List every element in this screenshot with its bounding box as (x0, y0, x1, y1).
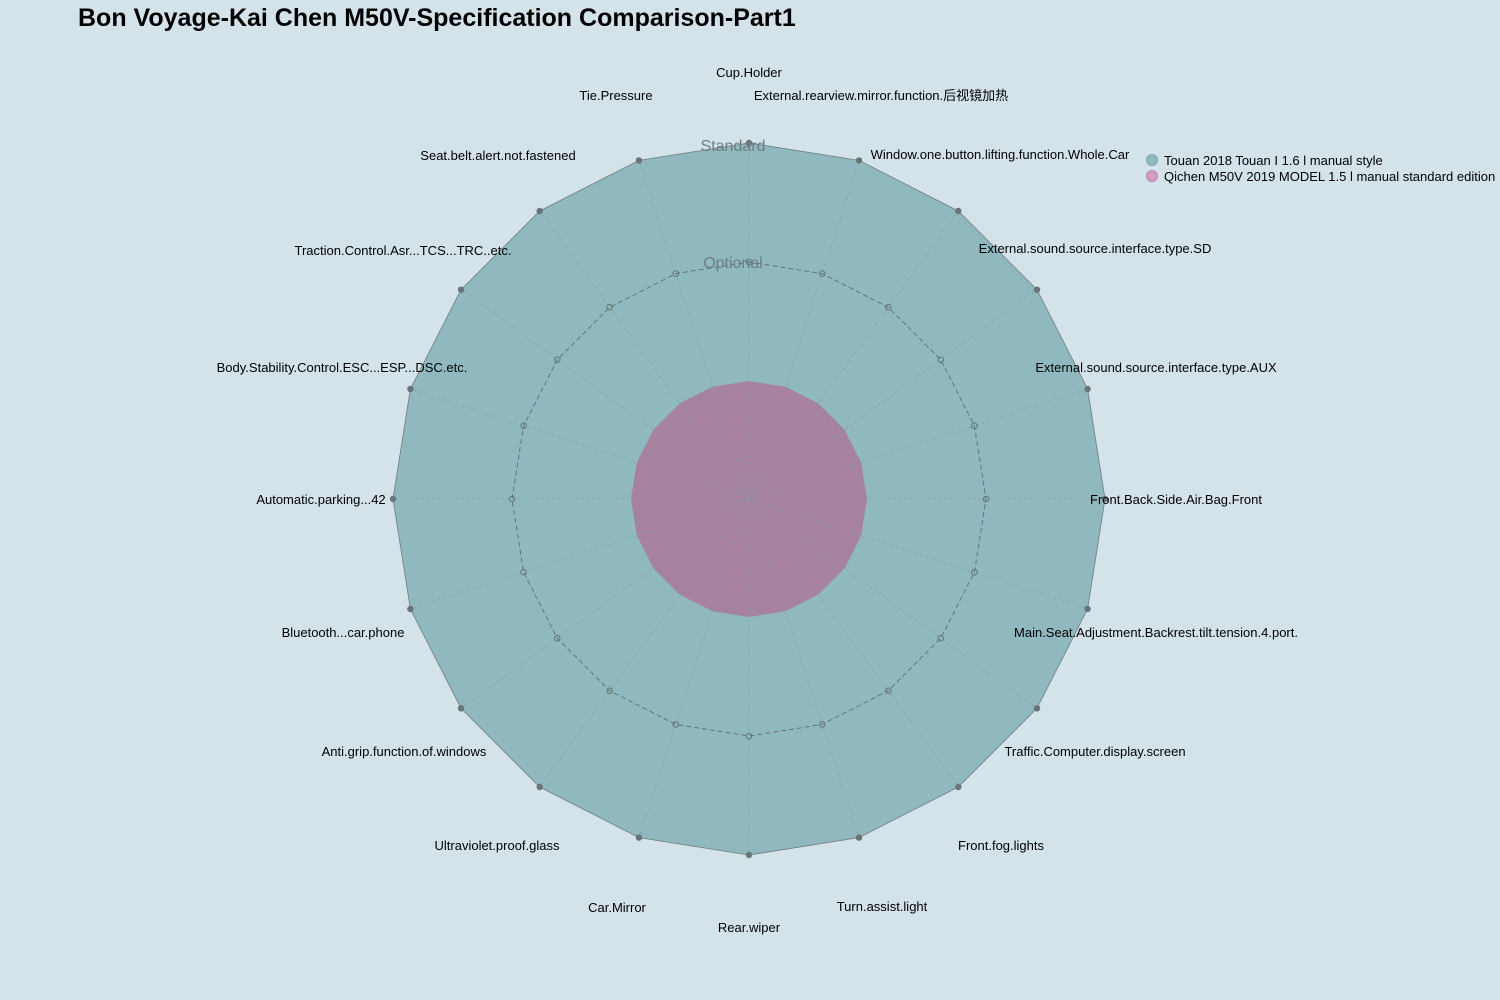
grid-spoke (748, 498, 1088, 610)
level-label-optional: Optional (703, 255, 763, 272)
data-point-touan (1033, 286, 1041, 293)
grid-ring-marker (885, 304, 892, 311)
grid-ring-marker (745, 258, 753, 266)
grid-ring-marker (606, 687, 613, 694)
data-point-touan (855, 157, 863, 164)
legend-swatch-qichen-icon (1146, 170, 1158, 182)
grid-ring-marker (554, 356, 561, 363)
data-point-touan (1033, 705, 1041, 712)
axis-label: Body.Stability.Control.ESC...ESP...DSC.e… (217, 360, 468, 375)
axis-label: Seat.belt.alert.not.fastened (420, 148, 575, 163)
data-point-touan (635, 834, 643, 841)
axis-label: Front.fog.lights (958, 838, 1044, 853)
grid-spoke (748, 210, 959, 500)
grid-ring-marker (971, 568, 978, 576)
grid-ring-marker (937, 635, 944, 642)
grid-ring-marker (520, 568, 527, 576)
axis-label: Turn.assist.light (837, 899, 928, 914)
grid-ring-marker (937, 356, 944, 363)
legend-item-touan[interactable]: Touan 2018 Touan I 1.6 l manual style (1146, 152, 1495, 168)
grid-spoke (748, 160, 860, 500)
axis-label: Traffic.Computer.display.screen (1004, 744, 1185, 759)
grid-ring-marker (508, 495, 516, 503)
grid-spoke (638, 160, 750, 500)
axis-label: External.sound.source.interface.type.AUX (1035, 360, 1277, 375)
data-point-touan (855, 834, 863, 841)
axis-label: Front.Back.Side.Air.Bag.Front (1090, 492, 1262, 507)
grid-ring-marker (520, 422, 527, 430)
axis-label: External.sound.source.interface.type.SD (979, 241, 1212, 256)
grid-ring-marker (606, 304, 613, 311)
axis-label: Car.Mirror (588, 900, 646, 915)
level-label-standard: Standard (701, 138, 766, 155)
data-point-touan (1084, 385, 1091, 393)
axis-label: Traction.Control.Asr...TCS...TRC..etc. (295, 243, 512, 258)
grid-spoke (638, 498, 750, 838)
data-point-touan (407, 385, 414, 393)
axis-label: Automatic.parking...42 (256, 492, 385, 507)
grid-spoke (748, 498, 860, 838)
grid-layer (393, 143, 1105, 855)
axis-label: Main.Seat.Adjustment.Backrest.tilt.tensi… (1014, 625, 1298, 640)
level-labels-layer: Optional Standard (701, 138, 766, 272)
axis-label: Anti.grip.function.of.windows (322, 744, 487, 759)
grid-ring-marker (982, 495, 990, 503)
grid-spoke (410, 388, 750, 500)
data-point-touan (536, 783, 543, 791)
data-point-touan (955, 783, 962, 791)
axis-label: Window.one.button.lifting.function.Whole… (871, 147, 1130, 162)
grid-spoke (748, 289, 1038, 500)
data-point-touan (1084, 605, 1091, 613)
grid-ring-marker (672, 270, 680, 277)
grid-ring-marker (745, 732, 753, 740)
axis-label: Tie.Pressure (579, 88, 652, 103)
points-layer (389, 139, 1109, 859)
grid-spoke (748, 498, 959, 788)
axis-label: Bluetooth...car.phone (282, 625, 405, 640)
grid-spoke (410, 498, 750, 610)
grid-spoke (748, 498, 1038, 709)
data-point-touan (955, 207, 962, 215)
grid-ring-marker (554, 635, 561, 642)
grid-ring-marker (885, 687, 892, 694)
axis-label: External.rearview.mirror.function.后视镜加热 (754, 88, 1008, 103)
grid-ring-marker (818, 721, 826, 728)
axis-label: Rear.wiper (718, 920, 781, 935)
grid-spoke (460, 289, 750, 500)
axis-labels-layer: Cup.Holder External.rearview.mirror.funct… (217, 65, 1298, 935)
grid-spoke (539, 210, 750, 500)
legend-label-touan: Touan 2018 Touan I 1.6 l manual style (1164, 152, 1383, 168)
chart-title: Bon Voyage-Kai Chen M50V-Specification C… (78, 4, 796, 32)
grid-ring-optional (511, 261, 987, 737)
grid-ring-marker (672, 721, 680, 728)
grid-spoke (748, 388, 1088, 500)
data-point-touan (745, 139, 753, 147)
data-point-touan (536, 207, 543, 215)
data-point-touan (635, 157, 643, 164)
data-point-touan (407, 605, 414, 613)
grid-ring-marker (818, 270, 826, 277)
legend: Touan 2018 Touan I 1.6 l manual style Qi… (1146, 152, 1495, 184)
data-point-touan (389, 495, 397, 503)
legend-item-qichen[interactable]: Qichen M50V 2019 MODEL 1.5 l manual stan… (1146, 168, 1495, 184)
grid-ring-marker (971, 422, 978, 430)
axis-label: Cup.Holder (716, 65, 782, 80)
data-point-touan (745, 851, 753, 859)
axis-label: Ultraviolet.proof.glass (435, 838, 560, 853)
legend-label-qichen: Qichen M50V 2019 MODEL 1.5 l manual stan… (1164, 168, 1496, 184)
data-point-touan (457, 705, 465, 712)
data-point-touan (1101, 495, 1109, 503)
data-point-touan (457, 286, 465, 293)
grid-spoke (460, 498, 750, 709)
grid-spoke (539, 498, 750, 788)
legend-swatch-touan-icon (1146, 154, 1158, 166)
